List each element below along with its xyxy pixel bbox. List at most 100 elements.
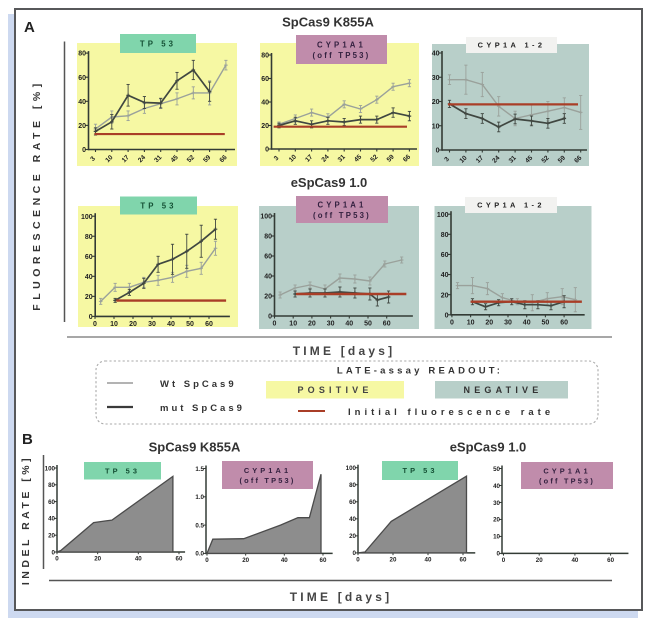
svg-text:0: 0 bbox=[268, 314, 272, 321]
svg-text:40: 40 bbox=[261, 100, 269, 107]
svg-text:40: 40 bbox=[432, 51, 440, 58]
svg-text:45: 45 bbox=[353, 153, 363, 163]
svg-text:20: 20 bbox=[390, 556, 397, 563]
svg-text:20: 20 bbox=[48, 533, 55, 540]
svg-text:60: 60 bbox=[205, 321, 213, 328]
svg-text:100: 100 bbox=[45, 465, 56, 472]
svg-text:40: 40 bbox=[425, 556, 432, 563]
svg-text:20: 20 bbox=[264, 294, 272, 301]
svg-text:31: 31 bbox=[508, 154, 518, 164]
svg-text:50: 50 bbox=[364, 321, 372, 328]
svg-text:0: 0 bbox=[497, 551, 501, 558]
svg-text:31: 31 bbox=[337, 153, 347, 163]
svg-text:60: 60 bbox=[48, 499, 55, 506]
svg-text:17: 17 bbox=[121, 154, 131, 164]
svg-text:60: 60 bbox=[560, 319, 568, 326]
svg-text:0: 0 bbox=[353, 550, 357, 557]
svg-text:60: 60 bbox=[441, 252, 449, 259]
svg-text:40: 40 bbox=[523, 319, 531, 326]
svg-text:80: 80 bbox=[261, 53, 269, 60]
svg-text:0: 0 bbox=[273, 321, 277, 328]
svg-text:TP 53: TP 53 bbox=[105, 466, 140, 475]
svg-text:Wt SpCas9: Wt SpCas9 bbox=[160, 379, 237, 390]
svg-text:CYP1A1: CYP1A1 bbox=[543, 467, 590, 476]
svg-text:20: 20 bbox=[261, 123, 269, 130]
svg-text:10: 10 bbox=[289, 321, 297, 328]
svg-text:66: 66 bbox=[402, 153, 412, 163]
svg-text:0.5: 0.5 bbox=[195, 522, 204, 529]
svg-text:Initial fluorescence rate: Initial fluorescence rate bbox=[348, 407, 554, 418]
svg-text:TP 53: TP 53 bbox=[402, 466, 437, 475]
svg-text:40: 40 bbox=[167, 321, 175, 328]
svg-text:TP 53: TP 53 bbox=[140, 201, 176, 210]
svg-text:40: 40 bbox=[264, 274, 272, 281]
svg-text:TIME [days]: TIME [days] bbox=[293, 344, 396, 358]
svg-text:30: 30 bbox=[493, 500, 500, 507]
svg-text:40: 40 bbox=[48, 516, 55, 523]
svg-text:A: A bbox=[24, 19, 35, 36]
svg-text:CYP1A1: CYP1A1 bbox=[317, 41, 366, 50]
svg-text:60: 60 bbox=[85, 254, 93, 261]
svg-text:80: 80 bbox=[78, 51, 86, 58]
svg-text:66: 66 bbox=[573, 154, 583, 164]
svg-text:10: 10 bbox=[110, 321, 118, 328]
svg-text:10: 10 bbox=[288, 153, 298, 163]
svg-text:20: 20 bbox=[432, 99, 440, 106]
svg-text:45: 45 bbox=[170, 154, 180, 164]
svg-text:31: 31 bbox=[153, 154, 163, 164]
svg-text:40: 40 bbox=[135, 556, 142, 563]
svg-text:40: 40 bbox=[78, 99, 86, 106]
svg-text:59: 59 bbox=[557, 154, 567, 164]
svg-text:60: 60 bbox=[349, 499, 356, 506]
svg-text:20: 20 bbox=[308, 321, 316, 328]
svg-text:10: 10 bbox=[104, 154, 114, 164]
svg-text:50: 50 bbox=[493, 466, 500, 473]
svg-text:20: 20 bbox=[85, 294, 93, 301]
svg-text:80: 80 bbox=[85, 234, 93, 241]
svg-text:20: 20 bbox=[242, 557, 249, 564]
svg-text:0: 0 bbox=[445, 312, 449, 319]
svg-text:59: 59 bbox=[386, 153, 396, 163]
svg-text:FLUORESCENCE RATE [%]: FLUORESCENCE RATE [%] bbox=[31, 79, 43, 310]
svg-text:80: 80 bbox=[349, 482, 356, 489]
svg-text:59: 59 bbox=[202, 154, 212, 164]
svg-text:100: 100 bbox=[81, 214, 93, 221]
svg-text:20: 20 bbox=[536, 557, 543, 564]
svg-text:TIME [days]: TIME [days] bbox=[290, 590, 393, 604]
svg-text:20: 20 bbox=[78, 123, 86, 130]
svg-text:(off TP53): (off TP53) bbox=[539, 477, 595, 486]
svg-text:60: 60 bbox=[320, 557, 327, 564]
svg-text:eSpCas9 1.0: eSpCas9 1.0 bbox=[450, 440, 527, 455]
svg-text:20: 20 bbox=[441, 292, 449, 299]
svg-text:NEGATIVE: NEGATIVE bbox=[464, 385, 543, 395]
svg-text:40: 40 bbox=[281, 557, 288, 564]
svg-text:40: 40 bbox=[493, 483, 500, 490]
svg-text:60: 60 bbox=[78, 75, 86, 82]
svg-text:60: 60 bbox=[176, 556, 183, 563]
svg-text:3: 3 bbox=[273, 155, 281, 163]
svg-text:0: 0 bbox=[89, 314, 93, 321]
svg-text:100: 100 bbox=[260, 214, 272, 221]
svg-text:52: 52 bbox=[369, 153, 379, 163]
svg-text:60: 60 bbox=[383, 321, 391, 328]
svg-text:0: 0 bbox=[55, 556, 59, 563]
svg-text:80: 80 bbox=[441, 232, 449, 239]
svg-text:20: 20 bbox=[129, 321, 137, 328]
svg-text:B: B bbox=[22, 431, 33, 448]
svg-text:60: 60 bbox=[607, 557, 614, 564]
svg-text:0: 0 bbox=[52, 549, 56, 556]
svg-text:CYP1A1: CYP1A1 bbox=[244, 466, 291, 475]
svg-text:0: 0 bbox=[502, 557, 506, 564]
svg-text:1.5: 1.5 bbox=[195, 466, 204, 473]
svg-text:40: 40 bbox=[345, 321, 353, 328]
svg-text:mut SpCas9: mut SpCas9 bbox=[160, 403, 245, 414]
svg-text:20: 20 bbox=[485, 319, 493, 326]
svg-text:100: 100 bbox=[346, 465, 357, 472]
svg-text:30: 30 bbox=[504, 319, 512, 326]
svg-text:0: 0 bbox=[436, 148, 440, 155]
svg-text:0: 0 bbox=[82, 147, 86, 154]
svg-text:3: 3 bbox=[443, 156, 451, 164]
svg-text:17: 17 bbox=[304, 153, 314, 163]
svg-text:80: 80 bbox=[264, 234, 272, 241]
svg-text:(off TP53): (off TP53) bbox=[313, 51, 371, 60]
